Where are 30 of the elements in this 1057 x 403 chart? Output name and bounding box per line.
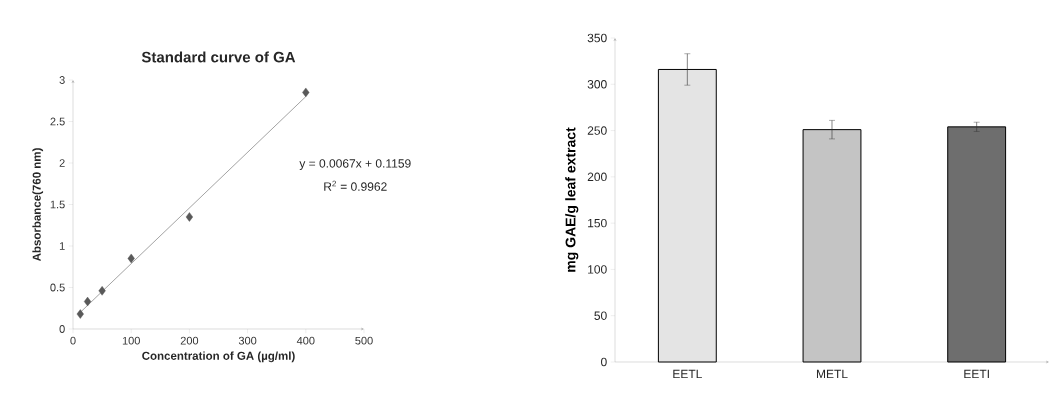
x-tick-label: EETI	[964, 369, 989, 379]
y-tick-label: 0	[601, 357, 607, 367]
x-tick-label: 500	[355, 336, 373, 345]
y-tick-label: 200	[587, 172, 607, 182]
y-tick-label: 1.5	[50, 200, 65, 209]
x-tick-label: METL	[816, 369, 848, 379]
y-tick-label: 2.5	[50, 117, 65, 126]
y-tick-label: 100	[588, 265, 607, 274]
y-tick-label: 2	[59, 159, 65, 167]
x-tick-label: 0	[70, 336, 76, 345]
y-axis-title: mg GAE/g leaf extract	[565, 127, 579, 272]
y-tick-label: 0	[59, 325, 65, 333]
x-tick-label: 400	[296, 336, 315, 345]
y-tick-label: 350	[587, 33, 607, 43]
annotation: R$^{2}$ = 0.9962	[324, 180, 387, 191]
y-tick-label: 300	[587, 80, 607, 89]
y-tick-label: 150	[588, 218, 607, 228]
y-axis-title: Absorbance(760 nm)	[32, 148, 44, 262]
y-tick-label: 250	[587, 126, 607, 135]
x-tick-label: 300	[238, 336, 257, 345]
chart-title: Standard curve of GA	[141, 51, 296, 63]
x-tick-label: 200	[180, 336, 199, 345]
x-tick-label: 100	[122, 336, 140, 345]
y-tick-label: 3	[59, 76, 65, 84]
y-tick-label: 0.5	[50, 283, 65, 292]
annotation: y = 0.0067x + 0.1159	[299, 159, 411, 171]
y-tick-label: 1	[59, 242, 65, 250]
x-axis-title: Concentration of GA (µg/ml)	[142, 351, 295, 363]
x-tick-label: EETL	[673, 369, 702, 379]
y-tick-label: 50	[594, 311, 607, 320]
